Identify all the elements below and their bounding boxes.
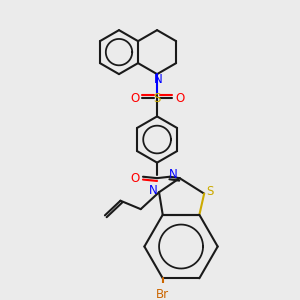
Text: O: O: [130, 172, 139, 184]
Text: N: N: [148, 184, 157, 197]
Text: Br: Br: [156, 288, 169, 300]
Text: S: S: [153, 92, 161, 105]
Text: S: S: [207, 185, 214, 198]
Text: N: N: [169, 168, 178, 181]
Text: O: O: [175, 92, 184, 105]
Text: O: O: [130, 92, 139, 105]
Text: N: N: [154, 73, 163, 86]
